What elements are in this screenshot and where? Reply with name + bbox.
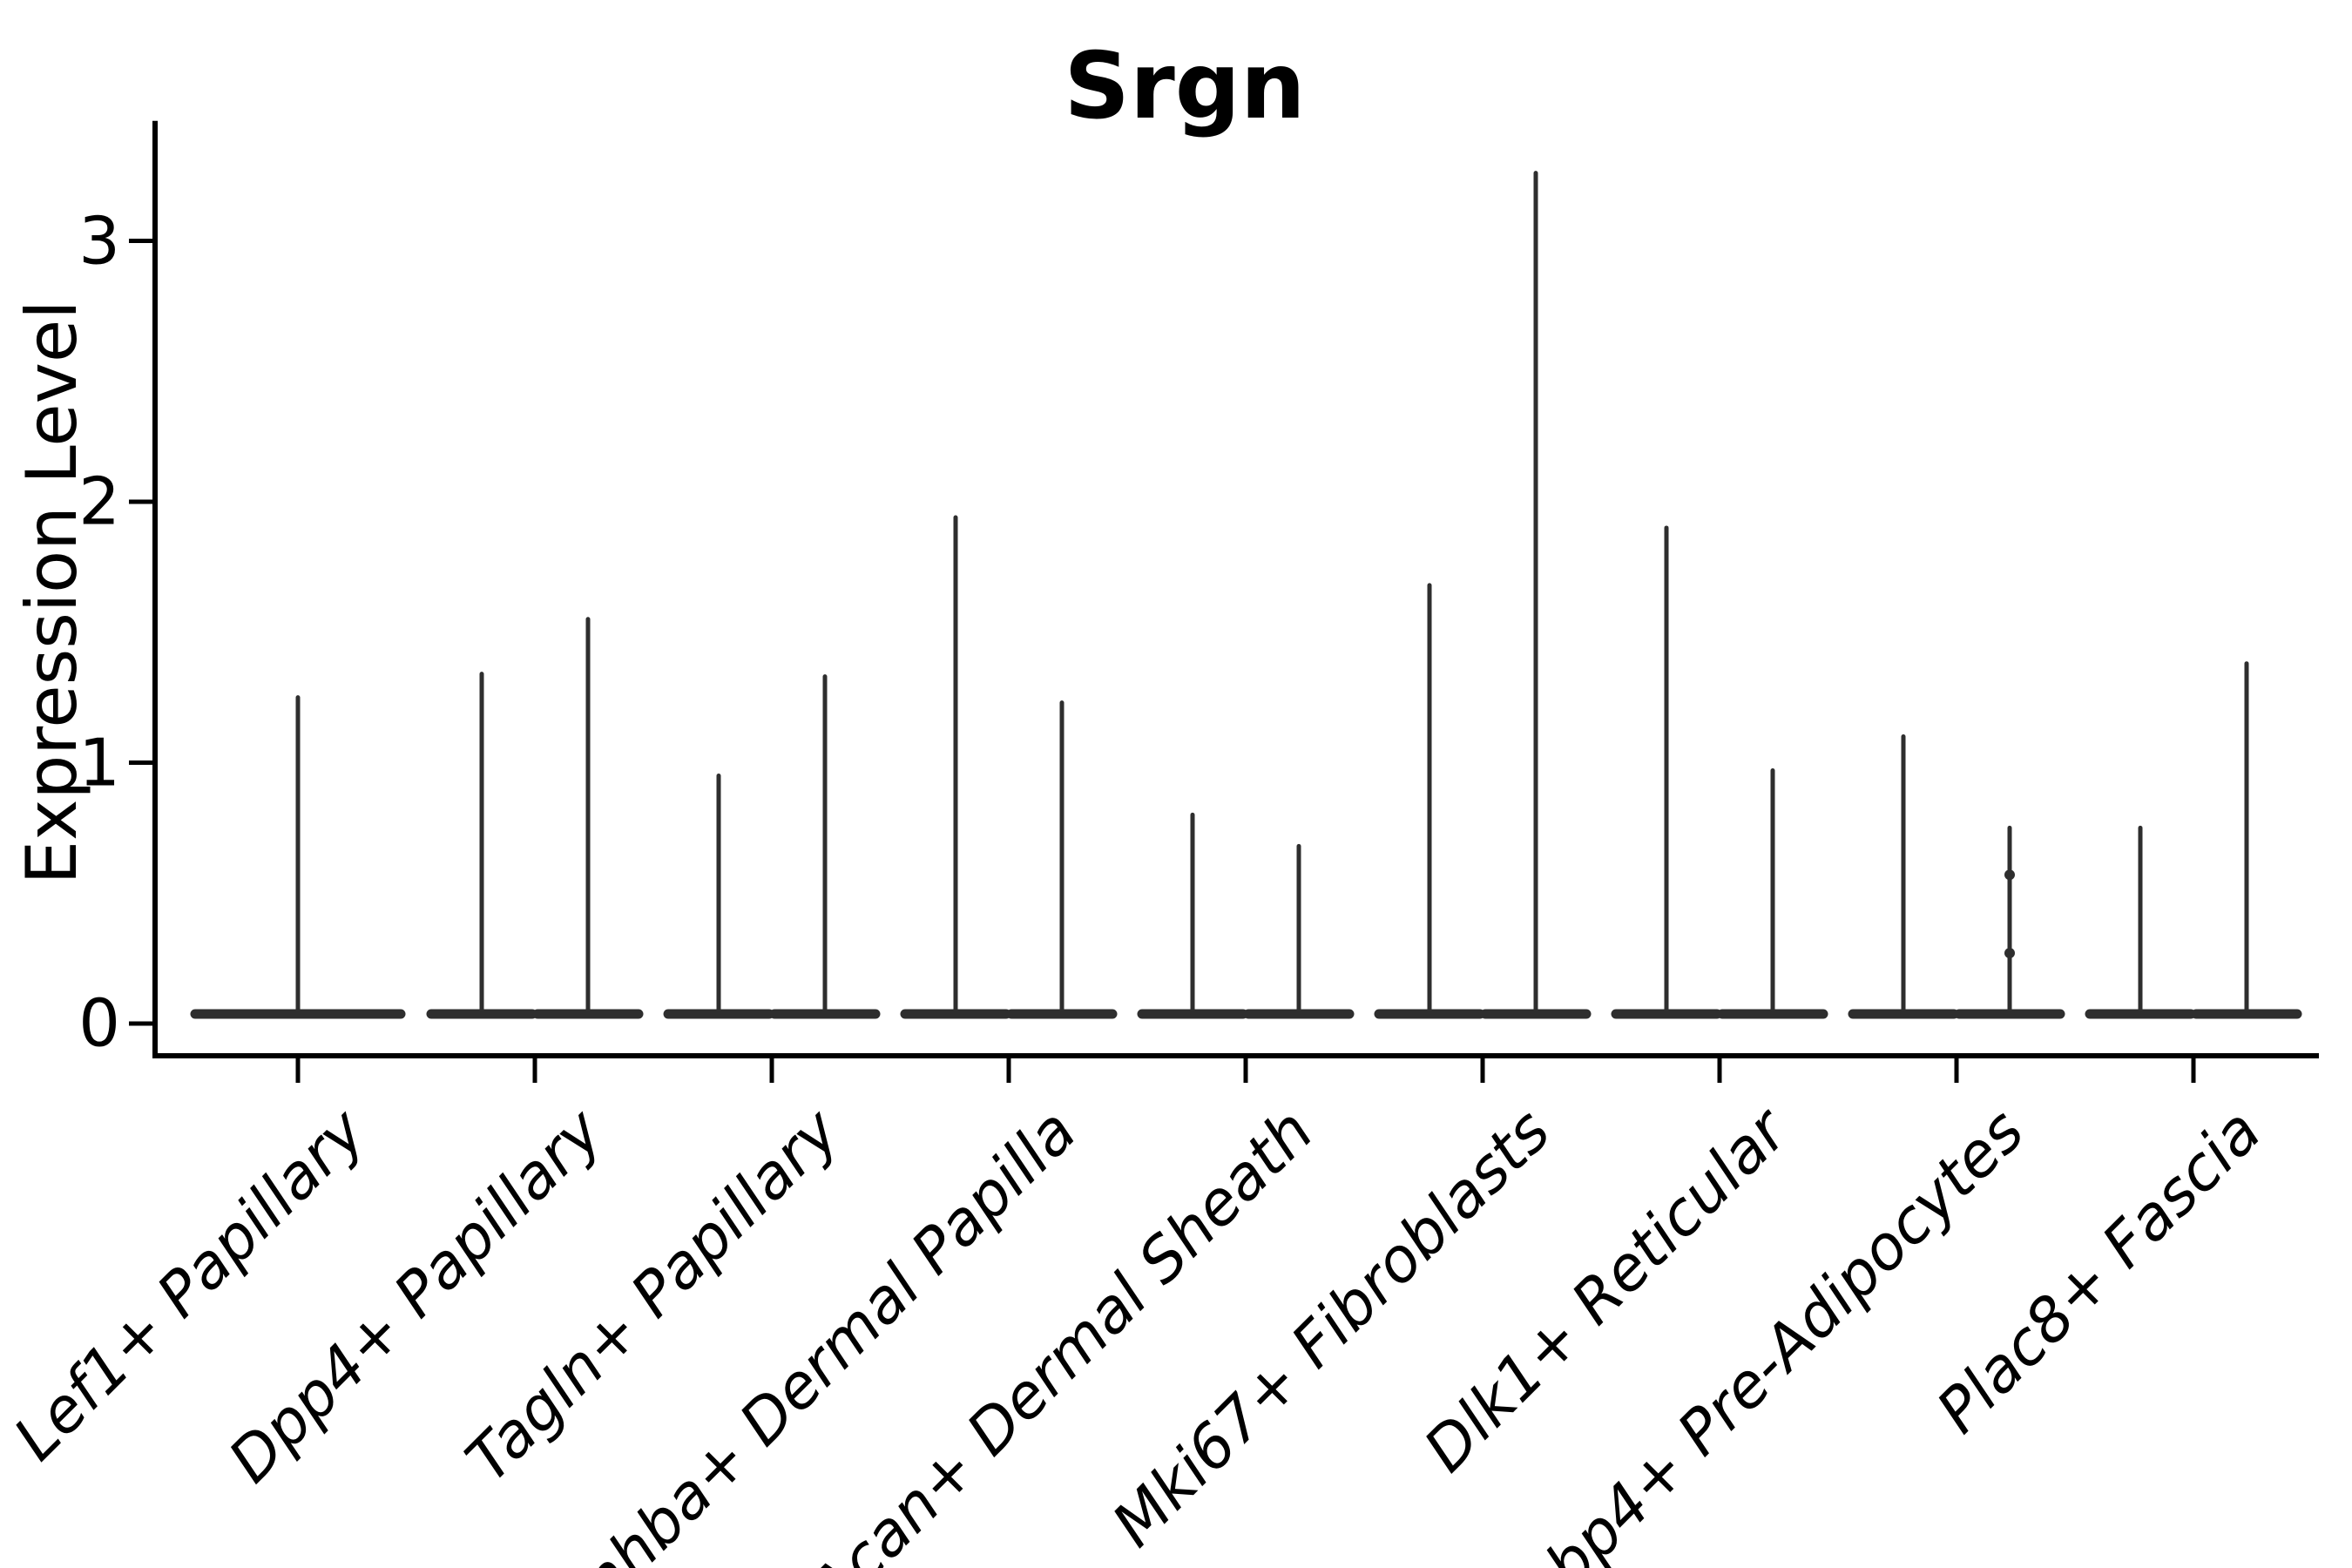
y-tick-label: 0 [78,984,120,1062]
y-tick-label: 2 [78,463,120,540]
expression-point [2004,869,2015,881]
expression-point [2004,948,2015,959]
plot-title: Srgn [1064,33,1306,139]
y-tick-label: 1 [78,724,120,801]
y-tick-label: 3 [78,202,120,279]
